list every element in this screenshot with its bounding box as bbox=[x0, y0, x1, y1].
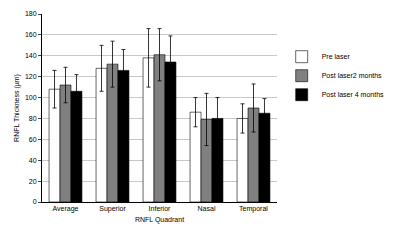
svg-text:Post laser2 months: Post laser2 months bbox=[322, 72, 382, 79]
svg-text:0: 0 bbox=[33, 198, 37, 205]
svg-text:Superior: Superior bbox=[99, 205, 126, 213]
svg-text:Post laser 4 months: Post laser 4 months bbox=[322, 91, 384, 98]
svg-text:120: 120 bbox=[25, 73, 37, 80]
svg-text:Temporal: Temporal bbox=[239, 205, 268, 213]
svg-text:140: 140 bbox=[25, 52, 37, 59]
svg-text:Pre laser: Pre laser bbox=[322, 53, 351, 60]
svg-text:160: 160 bbox=[25, 31, 37, 38]
svg-text:60: 60 bbox=[29, 136, 37, 143]
svg-text:RNFL Quadrant: RNFL Quadrant bbox=[135, 216, 184, 224]
svg-text:80: 80 bbox=[29, 115, 37, 122]
svg-text:Average: Average bbox=[53, 205, 79, 213]
svg-text:180: 180 bbox=[25, 10, 37, 17]
svg-text:Inferior: Inferior bbox=[149, 205, 171, 212]
svg-text:RNFL Thickness (µm): RNFL Thickness (µm) bbox=[13, 74, 21, 142]
svg-text:100: 100 bbox=[25, 94, 37, 101]
svg-text:Nasal: Nasal bbox=[198, 205, 216, 212]
svg-text:40: 40 bbox=[29, 157, 37, 164]
svg-text:20: 20 bbox=[29, 178, 37, 185]
